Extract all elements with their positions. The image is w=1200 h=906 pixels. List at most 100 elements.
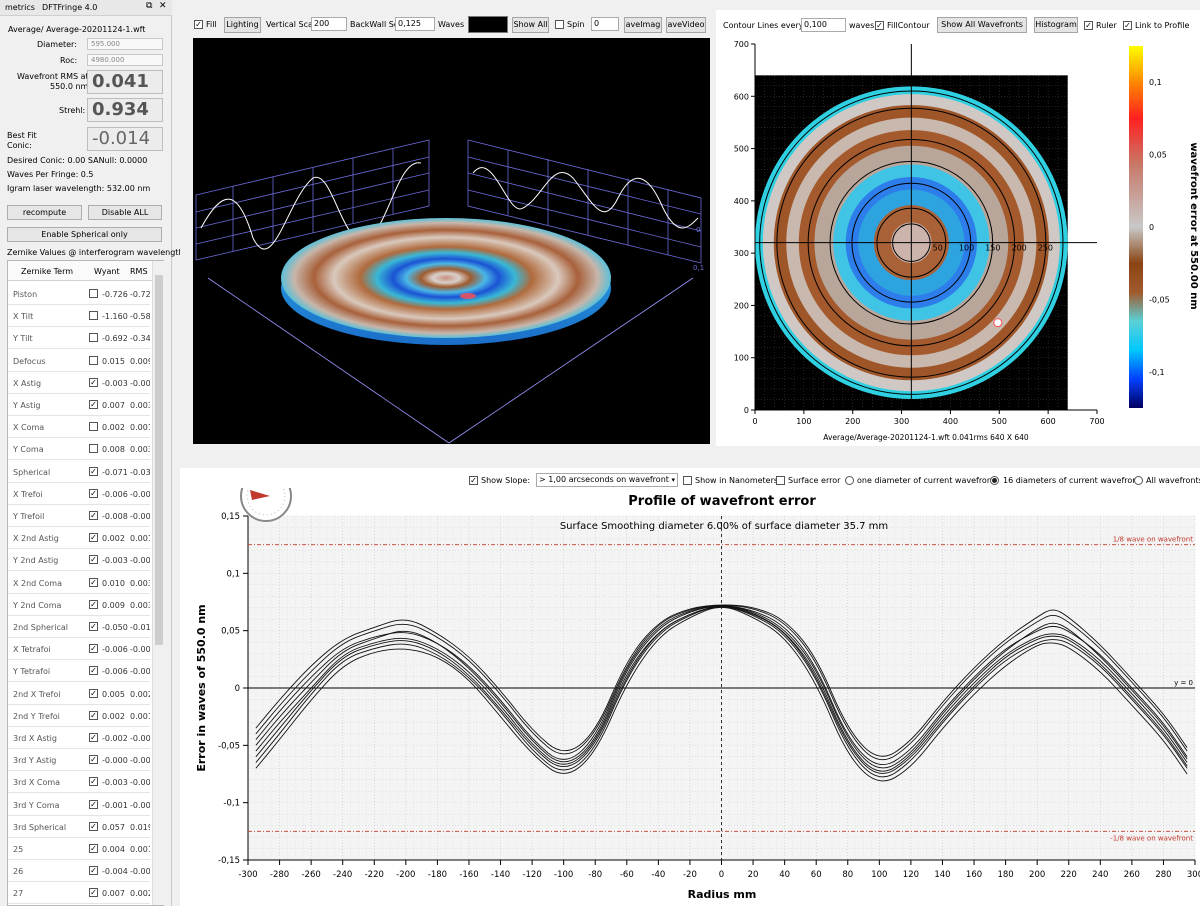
zernike-enable-checkbox[interactable]: ✓: [89, 488, 98, 498]
link-profile-checkbox[interactable]: ✓: [1123, 21, 1132, 30]
zernike-row[interactable]: X Tilt -1.160-0.580: [8, 305, 150, 328]
zernike-row[interactable]: Y Tetrafoi ✓ -0.006-0.002: [8, 660, 150, 683]
float-icon[interactable]: ⧉: [146, 1, 153, 11]
zernike-row[interactable]: X Trefoi ✓ -0.006-0.002: [8, 482, 150, 505]
zernike-enable-checkbox[interactable]: ✓: [89, 511, 98, 520]
fillcontour-checkbox[interactable]: ✓: [875, 21, 884, 30]
zernike-enable-checkbox[interactable]: ✓: [89, 666, 98, 676]
zernike-enable-checkbox[interactable]: ✓: [89, 821, 98, 831]
contour-every-spinbox[interactable]: 0,100: [801, 18, 846, 32]
recompute-button[interactable]: recompute: [7, 205, 82, 220]
zernike-enable-checkbox[interactable]: ✓: [89, 888, 98, 898]
zernike-row[interactable]: 3rd X Astig ✓ -0.002-0.001: [8, 727, 150, 749]
zernike-row[interactable]: Y Coma 0.008 0.003: [8, 438, 150, 461]
contour-plot[interactable]: 50 100 150 200 250 0 100 200 300 400 500 600 700 0 100…: [716, 36, 1200, 446]
x-tick-label: 100: [871, 870, 887, 880]
zernike-enable-checkbox[interactable]: ✓: [89, 599, 98, 609]
roc-field[interactable]: 4980.000: [87, 54, 163, 66]
save-video-button[interactable]: aveVideo: [666, 17, 706, 33]
ruler-checkbox[interactable]: ✓: [1084, 21, 1093, 30]
zernike-enable-checkbox[interactable]: [89, 311, 98, 321]
zernike-wyant-value: -0.003: [102, 556, 128, 566]
zernike-row[interactable]: 2nd Spherical ✓ -0.050-0.016: [8, 616, 150, 638]
spin-spinbox[interactable]: 0: [591, 17, 619, 31]
slope-combobox[interactable]: > 1,00 arcseconds on wavefront ▾: [536, 473, 678, 487]
show-all-button[interactable]: Show All: [512, 17, 549, 33]
zernike-row[interactable]: 25 ✓ 0.004 0.001: [8, 838, 150, 860]
one-diameter-radio[interactable]: [845, 476, 854, 485]
zernike-enable-checkbox[interactable]: ✓: [89, 710, 98, 720]
spin-checkbox[interactable]: [555, 20, 564, 29]
zernike-row[interactable]: 2nd X Trefoi ✓ 0.005 0.002: [8, 682, 150, 705]
zernike-row[interactable]: 27 ✓ 0.007 0.002: [8, 882, 150, 905]
lighting-button[interactable]: Lighting: [224, 17, 261, 33]
zernike-enable-checkbox[interactable]: ✓: [89, 866, 98, 876]
zernike-row[interactable]: 3rd Spherical ✓ 0.057 0.019: [8, 815, 150, 838]
profile-chart[interactable]: -300 -280 -260 -240 -220 -200 -180 -160 -140 -120…: [180, 488, 1200, 906]
slope-value: > 1,00 arcseconds on wavefront: [539, 475, 669, 484]
zernike-row[interactable]: Y 2nd Astig ✓ -0.003-0.001: [8, 549, 150, 572]
zernike-row[interactable]: Y Tilt -0.692-0.346: [8, 327, 150, 350]
zernike-enable-checkbox[interactable]: [89, 444, 98, 454]
zernike-row[interactable]: 2nd Y Trefoi ✓ 0.002 0.001: [8, 704, 150, 727]
zernike-enable-checkbox[interactable]: ✓: [89, 577, 98, 587]
surface-error-checkbox[interactable]: [776, 476, 785, 485]
disable-all-button[interactable]: Disable ALL: [88, 205, 162, 220]
zernike-row[interactable]: 3rd X Coma ✓ -0.003-0.001: [8, 771, 150, 794]
zernike-row[interactable]: X Coma 0.002 0.001: [8, 416, 150, 439]
zernike-enable-checkbox[interactable]: ✓: [89, 377, 98, 387]
zernike-enable-checkbox[interactable]: ✓: [89, 688, 98, 698]
zernike-enable-checkbox[interactable]: ✓: [89, 466, 98, 476]
zernike-row[interactable]: 3rd Y Astig ✓ -0.000-0.000: [8, 749, 150, 772]
zernike-row[interactable]: X Astig ✓ -0.003-0.001: [8, 371, 150, 394]
all-wavefronts-radio[interactable]: [1134, 476, 1143, 485]
histogram-button[interactable]: Histogram: [1034, 17, 1078, 33]
zernike-enable-checkbox[interactable]: ✓: [89, 799, 98, 809]
vscale-spinbox[interactable]: 200: [311, 17, 347, 31]
zernike-row[interactable]: Y Astig ✓ 0.007 0.003: [8, 394, 150, 416]
zernike-enable-checkbox[interactable]: [89, 355, 98, 365]
zernike-enable-checkbox[interactable]: ✓: [89, 755, 98, 765]
nanometers-checkbox[interactable]: [683, 476, 692, 485]
zernike-enable-checkbox[interactable]: ✓: [89, 400, 98, 409]
zernike-enable-checkbox[interactable]: ✓: [89, 622, 98, 631]
show-all-wavefronts-button[interactable]: Show All Wavefronts: [937, 17, 1027, 33]
background-color-swatch[interactable]: [468, 16, 508, 33]
zernike-row[interactable]: Y 2nd Coma ✓ 0.009 0.003: [8, 593, 150, 616]
zernike-enable-checkbox[interactable]: ✓: [89, 733, 98, 742]
backwall-spinbox[interactable]: 0,125: [395, 17, 435, 31]
diameter-field[interactable]: 595.000: [87, 38, 163, 50]
zernike-row[interactable]: 3rd Y Coma ✓ -0.001-0.000: [8, 793, 150, 816]
surface-3d-view[interactable]: 0 0,1: [193, 38, 710, 444]
col-wyant[interactable]: Wyant: [94, 267, 120, 276]
zernike-enable-checkbox[interactable]: ✓: [89, 555, 98, 565]
close-icon[interactable]: ✕: [159, 1, 167, 11]
zernike-scrollbar[interactable]: [152, 261, 164, 905]
zernike-row[interactable]: Piston -0.726-0.726: [8, 283, 150, 305]
save-image-button[interactable]: aveImag: [624, 17, 662, 33]
zernike-row[interactable]: Y Trefoil ✓ -0.008-0.003: [8, 505, 150, 527]
zernike-enable-checkbox[interactable]: ✓: [89, 844, 98, 853]
x-tick-label: -20: [683, 870, 697, 880]
zernike-row[interactable]: Defocus 0.015 0.009: [8, 349, 150, 372]
zernike-row[interactable]: X 2nd Astig ✓ 0.002 0.001: [8, 527, 150, 550]
sixteen-diameters-radio[interactable]: [990, 476, 999, 485]
scrollbar-thumb[interactable]: [155, 275, 163, 645]
zernike-row[interactable]: X 2nd Coma ✓ 0.010 0.003: [8, 571, 150, 594]
zernike-row[interactable]: Spherical ✓ -0.071-0.032: [8, 460, 150, 483]
col-rms[interactable]: RMS: [130, 267, 148, 276]
show-slope-checkbox[interactable]: ✓: [469, 476, 478, 485]
zernike-enable-checkbox[interactable]: ✓: [89, 644, 98, 654]
zernike-enable-checkbox[interactable]: [89, 422, 98, 432]
zernike-row[interactable]: X Tetrafoi ✓ -0.006-0.002: [8, 638, 150, 661]
zernike-enable-checkbox[interactable]: ✓: [89, 533, 98, 543]
fill-checkbox[interactable]: ✓: [194, 20, 203, 29]
zernike-enable-checkbox[interactable]: [89, 333, 98, 343]
spherical-only-button[interactable]: Enable Spherical only: [7, 227, 162, 242]
zernike-rms-value: 0.001: [130, 711, 150, 721]
zernike-enable-checkbox[interactable]: ✓: [89, 777, 98, 787]
zernike-row[interactable]: 26 ✓ -0.004-0.001: [8, 860, 150, 883]
col-term[interactable]: Zernike Term: [21, 267, 74, 276]
zernike-enable-checkbox[interactable]: [89, 289, 98, 298]
dock-titlebar[interactable]: metrics DFTFringe 4.0 ⧉ ✕: [0, 0, 172, 16]
